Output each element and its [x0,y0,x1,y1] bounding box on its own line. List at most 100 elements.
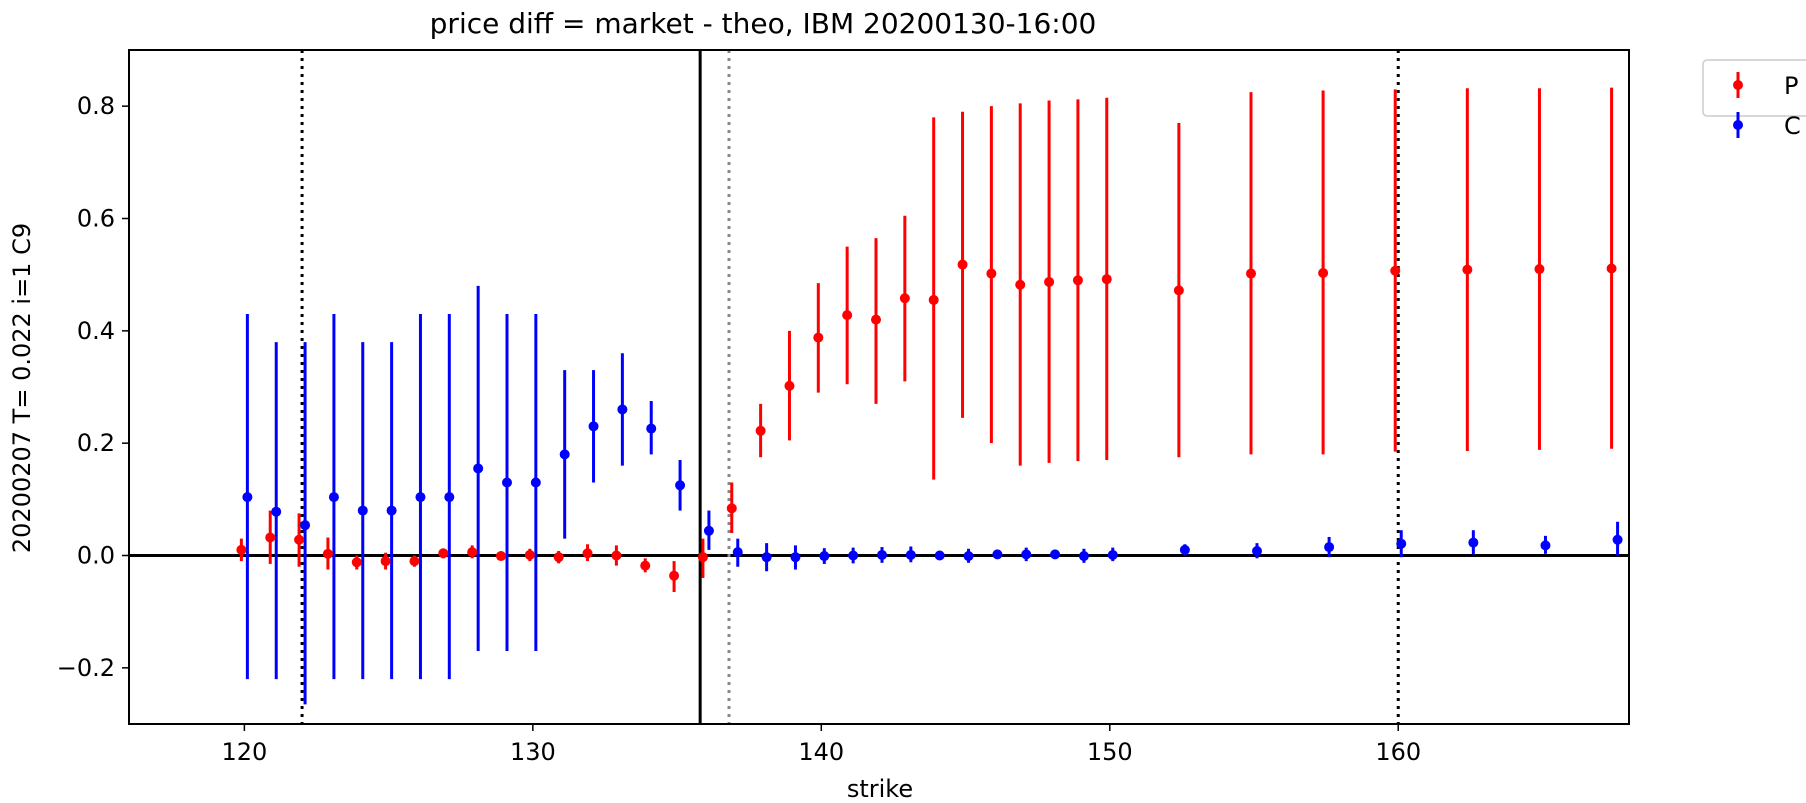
data-point-c [732,547,743,558]
y-axis-ticks: −0.2 0.0 0.2 0.4 0.6 0.8 [57,92,129,682]
data-point-p [409,556,420,567]
chart-title: price diff = market - theo, IBM 20200130… [430,7,1097,40]
data-point-c [646,423,657,434]
legend-marker-c [1733,120,1743,130]
data-point-p [1173,285,1184,296]
data-point-p [1606,263,1617,274]
y-tick-label: 0.6 [77,205,115,233]
data-point-c [963,551,974,562]
data-markers [236,259,1623,581]
data-point-c [559,449,570,460]
data-point-c [357,505,368,516]
data-point-c [1078,551,1089,562]
reference-lines [129,50,1629,724]
data-point-c [934,550,945,561]
data-point-p [553,552,564,563]
y-tick-label: 0.8 [77,92,115,120]
legend: PC [1702,59,1806,140]
data-point-c [328,492,339,503]
y-tick-label: 0.4 [77,317,115,345]
data-point-p [842,310,853,321]
data-point-c [848,550,859,561]
data-point-c [530,477,541,488]
x-tick-label: 120 [221,738,267,766]
data-point-p [697,552,708,563]
data-point-p [496,551,506,562]
data-point-c [1179,544,1190,555]
x-axis-label: strike [847,775,913,803]
data-point-p [380,556,391,567]
y-tick-label: 0.0 [77,542,115,570]
data-point-c [617,404,628,415]
data-point-p [1015,279,1026,290]
x-tick-label: 160 [1375,738,1421,766]
x-tick-label: 140 [798,738,844,766]
data-point-c [790,552,801,563]
data-point-c [761,552,772,563]
data-point-c [1612,534,1623,545]
data-point-p [294,534,305,545]
data-point-p [669,570,680,581]
y-tick-label: 0.2 [77,429,115,457]
data-point-c [502,477,512,488]
x-axis-ticks: 120 130 140 150 160 [221,724,1421,766]
data-point-p [236,544,247,555]
y-tick-label: −0.2 [57,654,115,682]
data-point-c [300,520,311,531]
data-point-c [415,492,426,503]
data-point-c [992,549,1003,560]
data-point-p [755,425,766,436]
data-point-p [1072,275,1083,286]
data-point-p [640,560,651,571]
data-point-p [1101,274,1112,285]
error-bars [239,87,1620,705]
data-point-p [871,314,881,325]
legend-box [1702,59,1806,117]
legend-label-p: P [1784,72,1798,100]
data-point-c [1252,546,1262,557]
data-point-c [819,551,830,562]
data-point-p [784,380,795,391]
legend-label-c: C [1784,112,1801,140]
legend-marker-p [1733,80,1743,90]
data-point-p [1462,264,1473,275]
data-point-p [1534,264,1545,275]
data-point-c [1540,540,1551,551]
data-point-c [473,463,484,474]
data-point-c [905,549,916,560]
data-point-p [524,549,535,560]
plot-frame [128,49,1630,725]
data-point-p [1318,267,1329,278]
data-point-c [675,480,686,491]
data-point-c [242,492,253,503]
data-point-c [1324,542,1335,553]
data-point-p [265,532,276,543]
data-point-c [588,421,599,432]
data-point-c [444,492,455,503]
data-point-p [351,557,362,568]
data-point-p [928,294,939,305]
data-point-p [438,548,449,559]
data-point-p [322,548,333,559]
x-tick-label: 130 [510,738,556,766]
y-axis-label: 20200207 T= 0.022 i=1 C9 [8,223,36,553]
data-point-p [1390,265,1401,276]
data-point-c [386,505,397,516]
data-point-c [1468,537,1479,548]
x-tick-label: 150 [1087,738,1133,766]
data-point-p [899,293,910,304]
data-point-c [703,525,714,536]
data-point-c [1021,549,1032,560]
data-point-c [1107,549,1118,560]
data-point-c [271,506,282,517]
data-point-c [1050,549,1061,560]
data-point-p [467,547,478,558]
data-point-p [986,268,997,279]
data-point-p [813,332,824,343]
data-point-p [1044,276,1055,287]
data-point-c [877,549,887,560]
data-point-p [611,550,622,561]
data-point-p [582,548,593,559]
data-point-p [1246,268,1256,279]
